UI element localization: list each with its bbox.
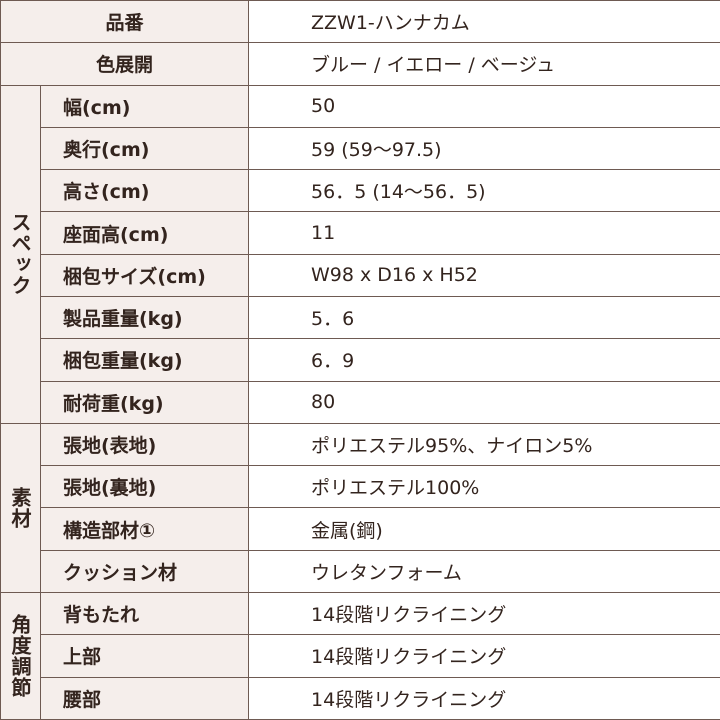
row-label: 梱包重量(kg) [39, 338, 250, 382]
table-row: 座面高(cm) 11 [1, 211, 720, 255]
row-value: 6．9 [248, 338, 720, 382]
table-row: 角度調節 背もたれ 14段階リクライニング [0, 591, 720, 720]
row-value: 50 [248, 84, 720, 128]
table-row: 梱包サイズ(cm) W98 x D16 x H52 [1, 253, 720, 297]
row-label: 製品重量(kg) [39, 295, 250, 340]
table-row: クッション材 ウレタンフォーム [1, 549, 720, 593]
table-row: 構造部材① 金属(鋼) [1, 507, 720, 551]
row-value: 80 [248, 380, 720, 424]
table-row: 腰部 14段階リクライニング [1, 676, 720, 720]
row-label: 腰部 [39, 676, 250, 720]
row-value: 11 [248, 211, 720, 255]
table-row: 上部 14段階リクライニング [1, 634, 720, 678]
row-value: ZZW1-ハンナカム [248, 0, 720, 44]
table-row: 奥行(cm) 59 (59〜97.5) [1, 126, 720, 171]
row-value: 14段階リクライニング [248, 634, 720, 678]
table-row: 製品重量(kg) 5．6 [1, 295, 720, 340]
row-label: 高さ(cm) [39, 169, 250, 213]
row-value: ポリエステル95%、ナイロン5% [248, 422, 720, 467]
table-row: 張地(裏地) ポリエステル100% [1, 465, 720, 509]
row-label: 張地(表地) [39, 422, 250, 467]
table-row: 高さ(cm) 56．5 (14〜56．5) [1, 169, 720, 213]
group-label: スペック [0, 84, 41, 424]
table-row: スペック 幅(cm) 50 [0, 84, 720, 424]
table-row: 素材 張地(表地) ポリエステル95%、ナイロン5% [0, 422, 720, 593]
row-value: ポリエステル100% [248, 465, 720, 509]
row-label: 張地(裏地) [39, 465, 250, 509]
row-label: クッション材 [39, 549, 250, 593]
row-value: 5．6 [248, 295, 720, 340]
row-value: W98 x D16 x H52 [248, 253, 720, 297]
row-label: 座面高(cm) [39, 211, 250, 255]
row-label: 耐荷重(kg) [39, 380, 250, 424]
row-value: ブルー / イエロー / ベージュ [248, 42, 720, 86]
table-row: 品番 ZZW1-ハンナカム [0, 0, 720, 44]
row-value: ウレタンフォーム [248, 549, 720, 593]
row-label: 色展開 [0, 42, 250, 86]
row-label: 幅(cm) [39, 84, 250, 128]
group-label: 素材 [0, 422, 41, 593]
row-label: 構造部材① [39, 507, 250, 551]
row-value: 56．5 (14〜56．5) [248, 169, 720, 213]
table-row: 耐荷重(kg) 80 [1, 380, 720, 424]
row-label: 梱包サイズ(cm) [39, 253, 250, 297]
row-value: 14段階リクライニング [248, 676, 720, 720]
row-label: 上部 [39, 634, 250, 678]
row-value: 金属(鋼) [248, 507, 720, 551]
table-row: 梱包重量(kg) 6．9 [1, 338, 720, 382]
row-label: 背もたれ [39, 591, 250, 636]
row-label: 品番 [0, 0, 250, 44]
table-row: 色展開 ブルー / イエロー / ベージュ [0, 42, 720, 86]
row-value: 59 (59〜97.5) [248, 126, 720, 171]
row-label: 奥行(cm) [39, 126, 250, 171]
group-label: 角度調節 [0, 591, 41, 720]
row-value: 14段階リクライニング [248, 591, 720, 636]
